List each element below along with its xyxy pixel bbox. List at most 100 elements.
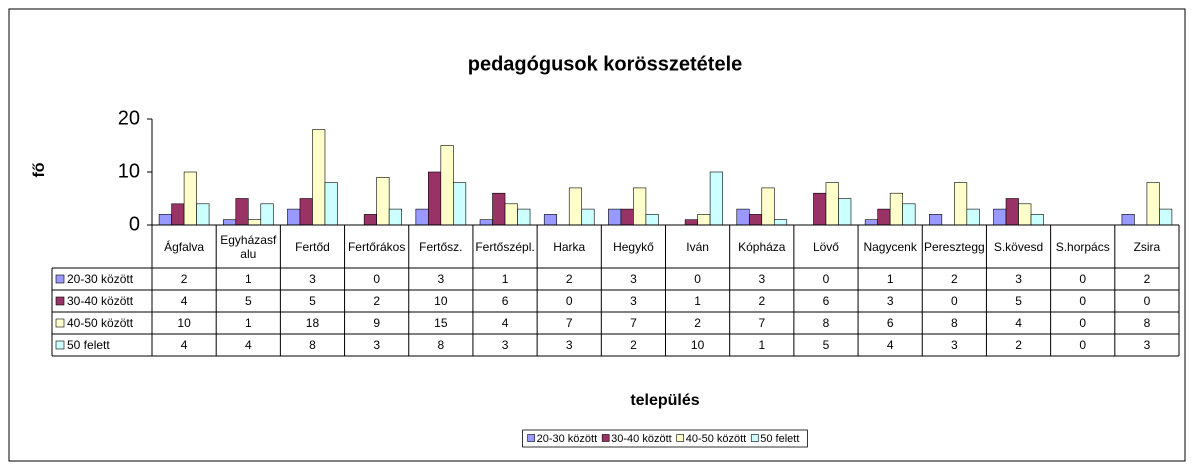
table-cell: 7 — [566, 316, 573, 330]
table-cell: 8 — [951, 316, 958, 330]
table-cell: 0 — [694, 272, 701, 286]
category-cell: Egyházasfalu — [220, 233, 276, 261]
bar — [581, 208, 595, 226]
table-cell: 3 — [887, 294, 894, 308]
category-cell: Harka — [553, 239, 586, 254]
x-tick-label: Kópháza — [738, 239, 786, 254]
table-cell: 8 — [309, 338, 316, 352]
x-tick-label: Ágfalva — [164, 239, 205, 254]
table-cell: 3 — [630, 294, 637, 308]
category-cell: Fertőszépl. — [475, 240, 534, 254]
x-tick-label: Fertősz. — [419, 239, 463, 254]
table-legend-key — [55, 318, 65, 328]
bar — [363, 214, 377, 226]
table-cell: 5 — [245, 294, 252, 308]
bar — [633, 187, 647, 226]
table-cell: 0 — [566, 294, 573, 308]
bar — [902, 203, 916, 226]
legend-label: 40-50 között — [686, 433, 747, 445]
table-cell: 8 — [823, 316, 830, 330]
table-cell: 0 — [1144, 294, 1151, 308]
table-cell: 6 — [823, 294, 830, 308]
table-cell: 18 — [306, 316, 320, 330]
table-cell: 2 — [1144, 272, 1151, 286]
bar — [183, 171, 197, 226]
table-cell: 5 — [309, 294, 316, 308]
bar — [1146, 182, 1160, 226]
table-cell: 6 — [502, 294, 509, 308]
x-tick-label: S.horpács — [1055, 239, 1110, 254]
category-cell: Nagycenk — [863, 239, 917, 254]
table-cell: 4 — [1015, 316, 1022, 330]
table-cell: 5 — [1015, 294, 1022, 308]
table-cell: 4 — [181, 294, 188, 308]
x-tick-label: Fertőd — [295, 239, 330, 254]
bar — [709, 171, 723, 226]
table-cell: 0 — [1079, 316, 1086, 330]
category-cell: Fertőd — [295, 239, 330, 254]
table-cell: 2 — [951, 272, 958, 286]
table-cell: 2 — [694, 316, 701, 330]
bar — [929, 214, 943, 226]
bar — [376, 177, 390, 226]
x-tick-label: Peresztegg — [923, 239, 985, 254]
bar — [748, 214, 763, 226]
bar — [299, 198, 313, 226]
y-tick-label: 0 — [129, 213, 140, 235]
table-cell: 2 — [630, 338, 637, 352]
category-cell: Hegykő — [613, 240, 654, 254]
x-tick-label: Lövő — [812, 239, 839, 254]
table-cell: 7 — [630, 316, 637, 330]
bar — [889, 192, 903, 226]
bar — [1030, 214, 1044, 226]
chart-title: pedagógusok korösszetétele — [468, 53, 743, 75]
table-cell: 3 — [566, 338, 573, 352]
legend-key — [527, 434, 535, 442]
bar — [388, 208, 402, 226]
bar — [954, 182, 968, 226]
table-cell: 2 — [566, 272, 573, 286]
table-cell: 3 — [502, 338, 509, 352]
table-cell: 1 — [758, 338, 765, 352]
table-cell: 0 — [1079, 338, 1086, 352]
table-cell: 6 — [887, 316, 894, 330]
legend-key — [750, 434, 759, 442]
legend-key — [601, 434, 610, 442]
table-cell: 3 — [309, 272, 316, 286]
bar — [645, 214, 659, 226]
y-axis-label: fő — [31, 162, 48, 177]
bar — [608, 208, 622, 226]
bar — [736, 208, 750, 226]
y-tick-label: 10 — [118, 160, 140, 182]
bar — [517, 208, 531, 226]
bar — [877, 208, 891, 226]
table-legend-key — [55, 274, 65, 284]
table-cell: 1 — [694, 294, 701, 308]
bar — [492, 192, 506, 226]
table-legend-key — [55, 340, 65, 350]
table-cell: 2 — [758, 294, 765, 308]
bar — [620, 208, 634, 226]
bar — [171, 203, 185, 226]
table-cell: 3 — [438, 272, 445, 286]
table-series-label: 50 felett — [67, 338, 110, 352]
x-tick-label: Iván — [686, 239, 709, 254]
table-cell: 2 — [373, 294, 380, 308]
bar — [993, 208, 1007, 226]
table-cell: 1 — [245, 272, 252, 286]
table-cell: 10 — [434, 294, 448, 308]
bar — [235, 198, 249, 226]
table-cell: 4 — [245, 338, 252, 352]
x-tick-label: Nagycenk — [863, 239, 917, 254]
bar — [415, 208, 429, 226]
bar — [428, 171, 442, 226]
bar — [287, 208, 301, 226]
table-cell: 2 — [1015, 338, 1022, 352]
table-cell: 0 — [373, 272, 380, 286]
table-cell: 9 — [373, 316, 380, 330]
x-tick-label: Harka — [553, 239, 586, 254]
table-cell: 0 — [951, 294, 958, 308]
bar — [1018, 203, 1032, 226]
category-cell: S.horpács — [1055, 239, 1110, 254]
